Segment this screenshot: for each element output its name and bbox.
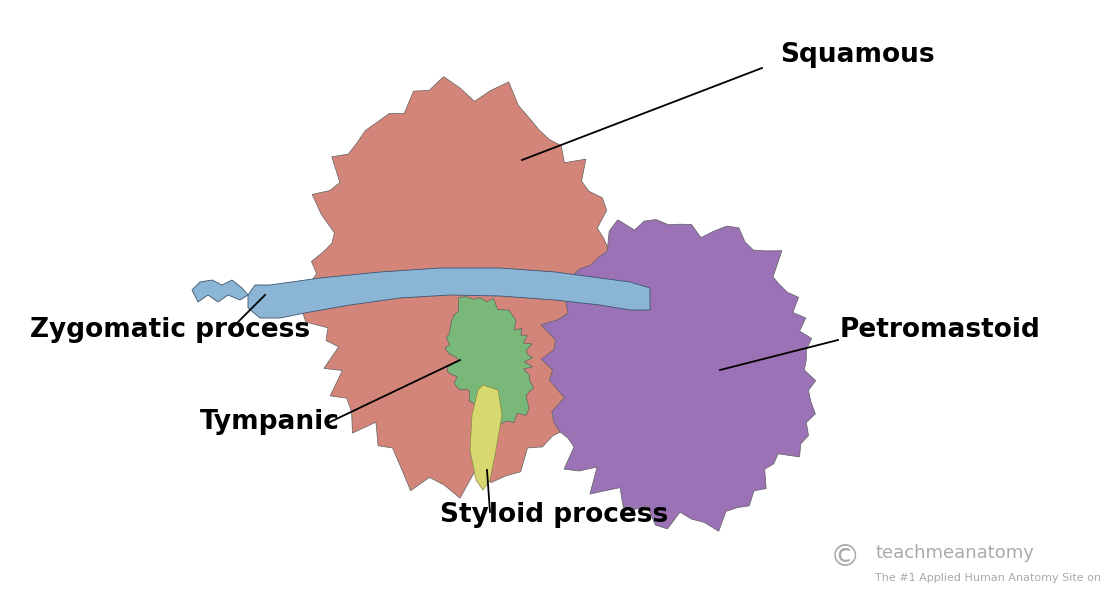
Text: ©: © bbox=[830, 544, 860, 573]
Text: Tympanic: Tympanic bbox=[200, 409, 340, 435]
Polygon shape bbox=[445, 296, 533, 424]
Text: teachmeanatomy: teachmeanatomy bbox=[875, 544, 1033, 562]
Text: The #1 Applied Human Anatomy Site on the Web.: The #1 Applied Human Anatomy Site on the… bbox=[875, 573, 1104, 583]
Polygon shape bbox=[192, 280, 248, 302]
Polygon shape bbox=[541, 220, 816, 531]
Text: Petromastoid: Petromastoid bbox=[840, 317, 1041, 343]
Text: Zygomatic process: Zygomatic process bbox=[30, 317, 310, 343]
Polygon shape bbox=[302, 77, 618, 498]
Polygon shape bbox=[248, 268, 650, 318]
Polygon shape bbox=[470, 385, 502, 490]
Text: Squamous: Squamous bbox=[781, 42, 935, 68]
Text: Styloid process: Styloid process bbox=[440, 502, 668, 528]
